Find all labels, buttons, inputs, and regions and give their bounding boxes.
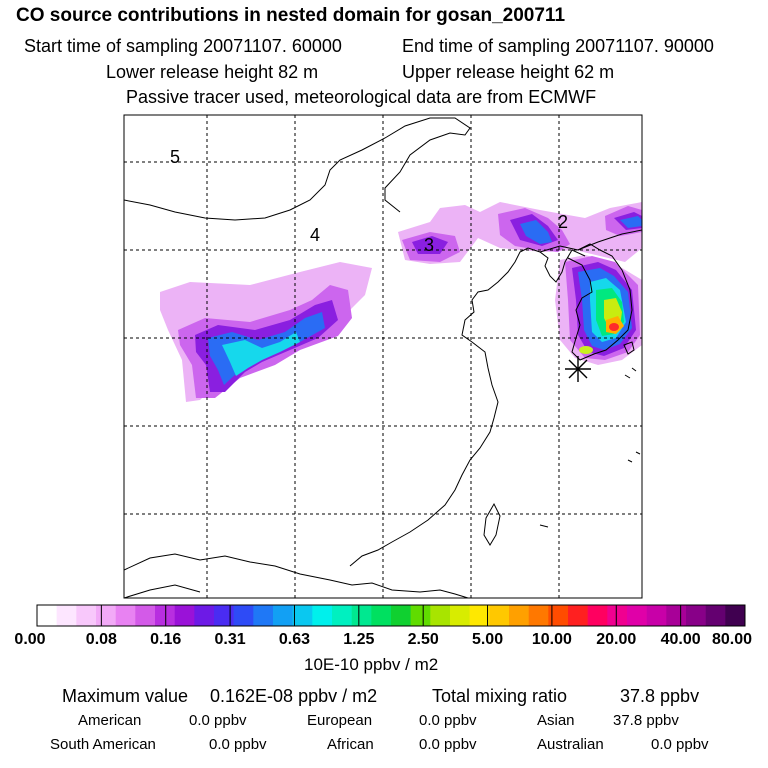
colorbar-cell xyxy=(725,605,746,626)
colorbar-frame xyxy=(36,604,746,627)
colorbar-cell xyxy=(135,605,156,626)
south-american-value: 0.0 ppbv xyxy=(209,736,267,753)
tracer-note: Passive tracer used, meteorological data… xyxy=(126,87,597,107)
star-icon xyxy=(565,356,591,382)
colorbar-cell xyxy=(56,605,77,626)
colorbar-tick-label: 5.00 xyxy=(471,631,504,648)
colorbar-cell xyxy=(627,605,647,626)
colorbar-tick-label: 10.00 xyxy=(531,631,572,648)
australian-value: 0.0 ppbv xyxy=(651,736,709,753)
asian-label: Asian xyxy=(537,712,575,729)
colorbar-cell xyxy=(174,605,195,626)
colorbar-cell xyxy=(666,605,687,626)
european-label: European xyxy=(307,712,373,729)
region-label-2: 2 xyxy=(558,212,568,232)
colorbar-tick-label: 0.08 xyxy=(85,631,117,648)
african-value: 0.0 ppbv xyxy=(419,736,477,753)
colorbar-cells xyxy=(36,605,746,626)
colorbar-tick-label: 20.00 xyxy=(596,631,637,648)
colorbar-cell xyxy=(528,605,549,626)
region-label-4: 4 xyxy=(310,225,320,245)
start-time-label: Start time of sampling 20071107. 60000 xyxy=(24,36,342,56)
colorbar-cell xyxy=(253,605,274,626)
colorbar-tick-label: 2.50 xyxy=(407,631,439,648)
region-label-5: 5 xyxy=(170,147,180,167)
plot-title: CO source contributions in nested domain… xyxy=(16,5,566,26)
colorbar xyxy=(36,604,746,627)
max-value: 0.162E-08 ppbv / m2 xyxy=(210,686,378,706)
australian-label: Australian xyxy=(537,736,604,753)
lower-release-height-label: Lower release height 82 m xyxy=(106,62,319,82)
colorbar-tick-label: 0.63 xyxy=(278,631,311,648)
colorbar-cell xyxy=(410,605,431,626)
colorbar-tick-label: 0.16 xyxy=(150,631,182,648)
colorbar-cell xyxy=(371,605,392,626)
european-value: 0.0 ppbv xyxy=(419,712,477,729)
tracer-field xyxy=(124,115,642,598)
max-value-label: Maximum value xyxy=(62,686,189,706)
colorbar-tick-label: 40.00 xyxy=(660,631,701,648)
colorbar-cell xyxy=(509,605,529,626)
colorbar-cell xyxy=(292,605,313,626)
colorbar-tick-label: 0.00 xyxy=(14,631,46,648)
colorbar-cell xyxy=(37,605,57,626)
end-time-label: End time of sampling 20071107. 90000 xyxy=(402,36,714,56)
colorbar-cell xyxy=(430,605,451,626)
american-value: 0.0 ppbv xyxy=(189,712,247,729)
colorbar-cell xyxy=(351,605,372,626)
colorbar-cell xyxy=(469,605,490,626)
colorbar-cell xyxy=(705,605,726,626)
colorbar-cell xyxy=(273,605,293,626)
colorbar-cell xyxy=(194,605,215,626)
colorbar-unit: 10E-10 ppbv / m2 xyxy=(304,655,439,674)
colorbar-cell xyxy=(214,605,234,626)
colorbar-cell xyxy=(115,605,136,626)
colorbar-cell xyxy=(587,605,608,626)
colorbar-tick-label: 1.25 xyxy=(343,631,375,648)
asian-value: 37.8 ppbv xyxy=(613,712,679,729)
colorbar-cell xyxy=(489,605,510,626)
colorbar-cell xyxy=(312,605,333,626)
colorbar-cell xyxy=(568,605,588,626)
colorbar-cell xyxy=(450,605,470,626)
south-american-label: South American xyxy=(50,736,156,753)
total-mixing-ratio-label: Total mixing ratio xyxy=(432,686,568,706)
map-frame xyxy=(123,114,643,599)
colorbar-cell xyxy=(332,605,352,626)
colorbar-cell xyxy=(233,605,254,626)
colorbar-cell xyxy=(607,605,628,626)
colorbar-cell xyxy=(686,605,706,626)
colorbar-cell xyxy=(391,605,411,626)
colorbar-cell xyxy=(646,605,667,626)
colorbar-cell xyxy=(548,605,569,626)
colorbar-cell xyxy=(76,605,97,626)
region-label-3: 3 xyxy=(424,235,434,255)
colorbar-cell xyxy=(155,605,175,626)
colorbar-tick-label: 80.00 xyxy=(711,631,753,648)
american-label: American xyxy=(78,712,142,729)
colorbar-cell xyxy=(96,605,116,626)
african-label: African xyxy=(327,736,374,753)
colorbar-tick-label: 0.31 xyxy=(214,631,246,648)
upper-release-height-label: Upper release height 62 m xyxy=(402,62,615,82)
total-mixing-ratio-value: 37.8 ppbv xyxy=(620,686,700,706)
